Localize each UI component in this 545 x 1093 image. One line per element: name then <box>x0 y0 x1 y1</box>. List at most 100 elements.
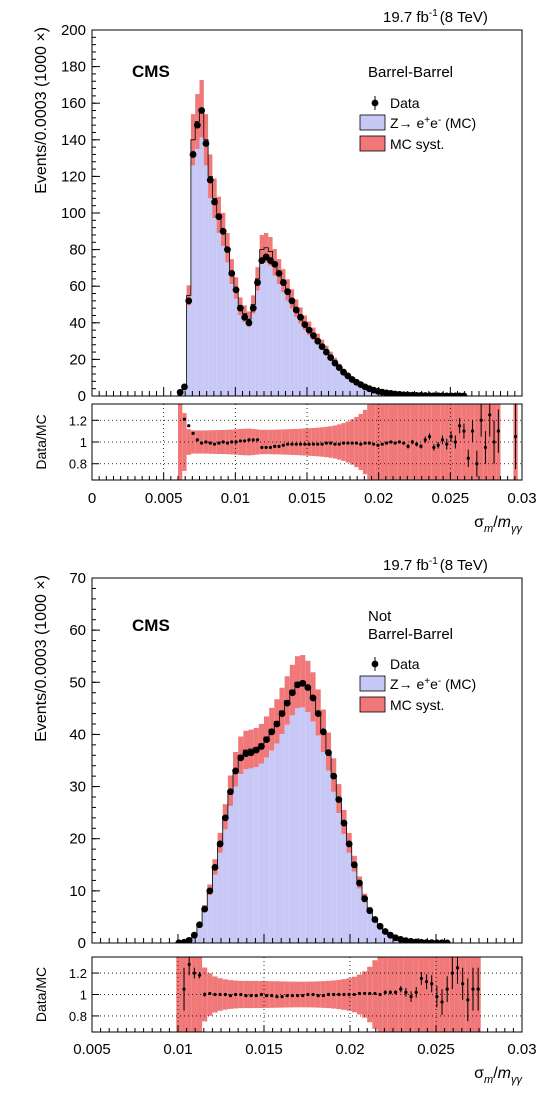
data-point <box>304 684 312 691</box>
ratio-point <box>249 993 253 998</box>
y-tick-label: 100 <box>61 205 86 222</box>
data-point <box>433 939 441 943</box>
mc-bar <box>319 349 325 396</box>
ratio-point <box>440 438 445 442</box>
ratio-point <box>182 987 186 991</box>
data-point <box>361 895 369 903</box>
ratio-syst-band <box>195 430 200 454</box>
mc-bar <box>246 326 252 396</box>
ratio-point <box>430 982 434 986</box>
mc-bar <box>242 321 247 396</box>
lumi-value: 19.7 fb <box>383 9 429 26</box>
legend-mc-part: Z→ e <box>390 676 424 692</box>
data-point <box>232 767 240 775</box>
mc-bar <box>199 137 204 396</box>
mc-bar <box>221 246 226 396</box>
mc-bar <box>328 359 333 396</box>
data-point <box>288 689 296 697</box>
ratio-point <box>230 440 234 444</box>
legend-mc-part: e <box>430 676 438 692</box>
ratio-syst-band <box>315 427 320 457</box>
ratio-point <box>204 440 208 444</box>
ratio-syst-band <box>307 428 312 456</box>
y-axis-label: Events/0.0003 (1000 ×) <box>33 27 50 194</box>
mc-bar <box>387 935 393 943</box>
ratio-point <box>388 990 393 994</box>
ratio-syst-band <box>479 404 484 480</box>
data-point <box>301 321 309 329</box>
ratio-point <box>218 992 222 997</box>
ratio-point <box>280 995 284 999</box>
mc-bar <box>243 769 249 943</box>
x-axis-label-part: γγ <box>511 523 524 535</box>
ratio-point <box>461 982 465 986</box>
mc-bar <box>253 767 259 943</box>
data-point <box>211 198 218 206</box>
ratio-point <box>316 993 320 998</box>
ratio-point <box>306 992 310 997</box>
ratio-syst-band <box>285 429 290 455</box>
mc-bar <box>315 344 320 396</box>
ratio-point <box>427 434 432 439</box>
ratio-syst-band <box>212 430 217 454</box>
ratio-point <box>320 442 324 446</box>
ratio-point <box>342 992 346 997</box>
y-tick-label: 20 <box>69 351 86 368</box>
ratio-syst-band <box>457 404 462 480</box>
x-axis-label-part: m <box>498 1065 511 1082</box>
category-label: Barrel-Barrel <box>368 64 453 81</box>
data-point <box>297 313 304 321</box>
y-tick-label: 40 <box>69 315 86 332</box>
data-point <box>224 246 231 254</box>
x-tick-label: 0 <box>88 490 96 507</box>
ratio-point <box>363 991 367 996</box>
mc-bar <box>182 386 187 396</box>
ratio-y-tick-label: 1.2 <box>69 966 87 981</box>
data-point <box>221 814 229 822</box>
ratio-syst-band <box>461 404 467 480</box>
ratio-syst-band <box>375 404 381 480</box>
data-point <box>299 679 307 687</box>
y-tick-label: 40 <box>69 726 86 743</box>
legend-mc-part: + <box>424 676 430 687</box>
ratio-point <box>294 442 298 446</box>
legend-mc-part: (MC) <box>441 676 476 692</box>
lumi-label: 19.7 fb-1 (8 TeV) <box>383 556 488 574</box>
data-point <box>318 343 326 350</box>
ratio-point <box>332 992 336 997</box>
ratio-point <box>329 441 333 445</box>
data-point <box>216 840 224 848</box>
data-point <box>294 681 301 689</box>
ratio-point <box>419 976 423 981</box>
data-point <box>327 354 335 361</box>
ratio-point <box>404 990 408 994</box>
data-point <box>245 319 253 327</box>
ratio-syst-band <box>332 425 338 459</box>
mc-bar <box>259 264 264 396</box>
mc-bar <box>377 927 383 943</box>
mc-bar <box>212 218 217 396</box>
data-point <box>325 749 332 757</box>
ratio-point <box>414 990 418 994</box>
ratio-y-tick-label: 1 <box>80 988 87 1003</box>
x-axis-label-part: σ <box>474 514 484 531</box>
x-tick-label: 0.005 <box>73 1041 111 1058</box>
mc-bar <box>196 926 203 943</box>
data-point <box>211 863 219 871</box>
mc-bar <box>208 198 213 396</box>
ratio-y-tick-label: 1.2 <box>69 413 87 428</box>
ratio-y-tick-label: 0.8 <box>69 457 87 472</box>
ratio-syst-band <box>176 957 182 1032</box>
mc-bar <box>307 335 312 396</box>
ratio-area <box>92 404 522 480</box>
ratio-point <box>399 987 403 991</box>
mc-bar <box>310 721 316 943</box>
ratio-y-tick-label: 0.8 <box>69 1009 87 1024</box>
ratio-point <box>440 1000 444 1004</box>
ratio-point <box>462 429 466 433</box>
y-tick-label: 60 <box>69 278 86 295</box>
data-point <box>278 710 286 717</box>
data-point <box>196 921 203 929</box>
ratio-point <box>471 987 475 991</box>
ratio-point <box>213 992 217 997</box>
